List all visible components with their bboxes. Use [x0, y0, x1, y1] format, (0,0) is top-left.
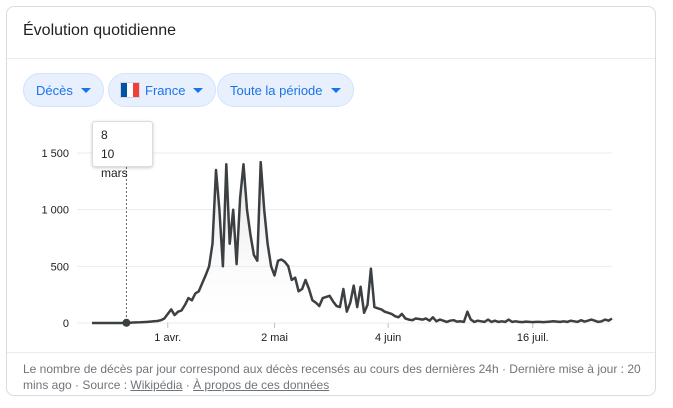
- x-tick-label: 2 mai: [261, 332, 288, 344]
- title-divider: [7, 58, 655, 59]
- source-link[interactable]: Wikipédia: [130, 378, 183, 392]
- chart-tooltip: 8 10 mars: [92, 121, 153, 180]
- y-tick-label: 500: [51, 261, 69, 273]
- deaths-line: [92, 160, 613, 325]
- period-dropdown[interactable]: Toute la période: [217, 73, 354, 107]
- x-tick-label: 1 avr.: [154, 332, 181, 344]
- footer-text: Le nombre de décès par jour correspond a…: [23, 362, 641, 392]
- y-tick-label: 1 000: [41, 205, 69, 217]
- x-tick-label: 4 juin: [375, 332, 401, 344]
- tooltip-date: 10 mars: [101, 147, 128, 180]
- y-tick-label: 1 500: [41, 148, 69, 160]
- y-tick-label: 0: [63, 318, 69, 330]
- about-data-link[interactable]: À propos de ces données: [193, 378, 330, 392]
- x-tick-label: 16 juil.: [517, 332, 549, 344]
- chevron-down-icon: [80, 87, 91, 93]
- france-flag-icon: [121, 83, 139, 97]
- footer-divider: [7, 352, 655, 353]
- stats-card: Évolution quotidienne Décès France Toute…: [6, 6, 656, 396]
- footer-note: Le nombre de décès par jour correspond a…: [23, 361, 643, 393]
- footer-separator: ·: [182, 378, 194, 392]
- tooltip-value: 8: [101, 128, 108, 142]
- period-dropdown-label: Toute la période: [230, 82, 323, 98]
- metric-dropdown-label: Décès: [36, 82, 73, 98]
- country-dropdown-label: France: [145, 82, 186, 98]
- country-dropdown[interactable]: France: [108, 73, 217, 107]
- deaths-chart[interactable]: 0 500 1 000 1 500 1 avr. 2 mai 4 juin 16 juil.…: [7, 115, 657, 350]
- chevron-down-icon: [330, 87, 341, 93]
- chevron-down-icon: [193, 87, 204, 93]
- deaths-area: [92, 162, 612, 323]
- y-axis: 0 500 1 000 1 500: [41, 148, 69, 330]
- hover-point: [122, 318, 131, 327]
- metric-dropdown[interactable]: Décès: [23, 73, 104, 107]
- card-title: Évolution quotidienne: [23, 22, 177, 39]
